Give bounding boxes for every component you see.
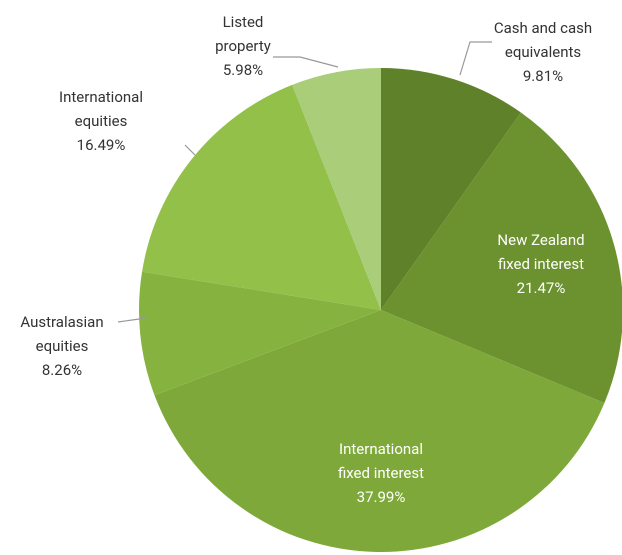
category-label: Listed property [215,13,271,55]
pie-slice [292,68,381,310]
pie-slice [142,84,381,310]
pie-slice [381,68,521,310]
category-label: Australasian equities [20,313,104,355]
leader-line [184,144,196,156]
value-label: 8.26% [41,361,83,379]
slice-label: International fixed interest 37.99% [326,437,436,509]
slices [139,68,622,552]
slice-label: Cash and cash equivalents 9.81% [483,16,603,88]
category-label: Cash and cash equivalents [493,19,593,61]
value-label: 37.99% [356,488,406,506]
pie-slice [154,310,605,552]
category-label: International equities [59,88,143,130]
pie-slice [381,112,622,404]
leader-line [117,317,147,323]
value-label: 9.81% [522,67,564,85]
slice-label: New Zealand fixed interest 21.47% [486,228,596,300]
slice-label: International equities 16.49% [46,85,156,157]
slice-label: Listed property 5.98% [203,10,283,82]
value-label: 16.49% [76,136,126,154]
value-label: 21.47% [516,279,566,297]
value-label: 5.98% [222,61,264,79]
leader-line [273,56,339,68]
pie-slice [139,271,381,396]
leader-line [459,41,492,76]
slice-label: Australasian equities 8.26% [10,310,114,382]
category-label: New Zealand fixed interest [497,231,585,273]
category-label: International fixed interest [337,440,425,482]
